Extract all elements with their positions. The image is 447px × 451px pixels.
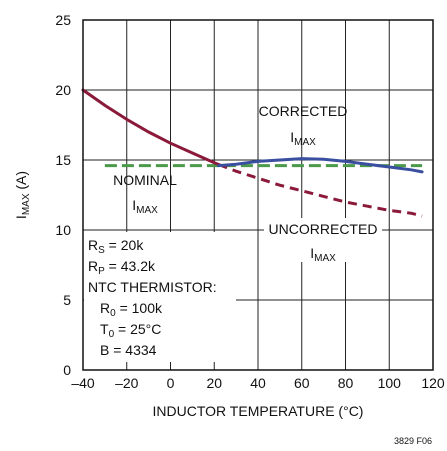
nominal-imax-label: NOMINAL IMAX	[113, 172, 177, 216]
svg-text:IMAX: IMAX	[310, 245, 336, 264]
svg-text:UNCORRECTED: UNCORRECTED	[269, 221, 378, 237]
svg-text:NOMINAL: NOMINAL	[113, 172, 177, 188]
svg-text:IMAX: IMAX	[290, 129, 316, 148]
param-line: RS = 20k	[88, 237, 144, 256]
y-tick-label: 0	[63, 362, 71, 378]
series-line-corrected	[217, 157, 424, 174]
y-tick-label: 20	[55, 82, 71, 98]
svg-text:IMAX: IMAX	[132, 197, 158, 216]
circuit-parameters-label: RS = 20k RP = 43.2k NTC THERMISTOR: R0 = 10…	[88, 237, 217, 358]
x-tick-label: 20	[206, 375, 222, 391]
x-tick-label: 40	[250, 375, 266, 391]
x-tick-label: 80	[338, 375, 354, 391]
param-line: B = 4334	[100, 342, 157, 358]
param-line: R0 = 100k	[100, 300, 163, 319]
figure-id: 3829 F06	[394, 436, 432, 446]
uncorrected-imax-label: UNCORRECTED IMAX	[269, 221, 378, 264]
params-label-bg	[84, 232, 236, 362]
svg-text:CORRECTED: CORRECTED	[259, 103, 348, 119]
x-tick-label: –40	[71, 375, 95, 391]
uncorrected-label-bg	[264, 218, 382, 262]
label-backgrounds	[84, 218, 382, 362]
y-tick-label: 10	[55, 222, 71, 238]
y-axis-label: IMAX (A)	[13, 171, 32, 219]
param-line: NTC THERMISTOR:	[88, 279, 217, 295]
x-tick-label: 120	[421, 375, 445, 391]
x-tick-label: 60	[294, 375, 310, 391]
series-line-uncorrected-dashed	[218, 163, 423, 218]
grid-lines	[83, 20, 433, 370]
x-tick-label: –20	[115, 375, 139, 391]
y-tick-label: 15	[55, 152, 71, 168]
param-line: T0 = 25°C	[100, 321, 161, 340]
x-axis-label: INDUCTOR TEMPERATURE (°C)	[153, 403, 364, 419]
x-tick-labels: –40 –20 0 20 40 60 80 100 120	[71, 375, 445, 391]
param-line: RP = 43.2k	[88, 258, 156, 277]
y-tick-labels: 0 5 10 15 20 25	[55, 12, 71, 378]
y-tick-label: 25	[55, 12, 71, 28]
series-line-uncorrected-solid	[81, 88, 221, 166]
plot-frame	[82, 19, 434, 371]
y-tick-label: 5	[63, 292, 71, 308]
corrected-imax-label: CORRECTED IMAX	[259, 103, 348, 148]
x-tick-label: 100	[378, 375, 402, 391]
x-tick-label: 0	[167, 375, 175, 391]
series-lines	[81, 88, 424, 218]
